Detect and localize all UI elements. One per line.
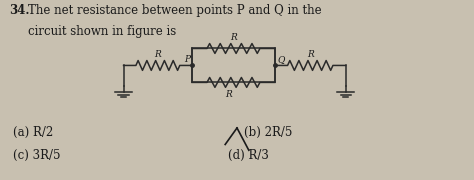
- Text: (c) 3R/5: (c) 3R/5: [12, 149, 60, 162]
- Text: 34.: 34.: [9, 4, 30, 17]
- Text: (b) 2R/5: (b) 2R/5: [244, 126, 292, 139]
- Text: R: R: [155, 50, 161, 59]
- Text: (d) R/3: (d) R/3: [228, 149, 268, 162]
- Bar: [192, 48, 275, 82]
- Text: circuit shown in figure is: circuit shown in figure is: [28, 25, 176, 38]
- Text: (a) R/2: (a) R/2: [12, 126, 53, 139]
- Text: R: R: [230, 33, 237, 42]
- Text: The net resistance between points P and Q in the: The net resistance between points P and …: [28, 4, 322, 17]
- Text: R: R: [225, 90, 232, 99]
- Text: R: R: [307, 50, 314, 59]
- Text: Q: Q: [278, 55, 285, 64]
- Text: P: P: [184, 55, 190, 64]
